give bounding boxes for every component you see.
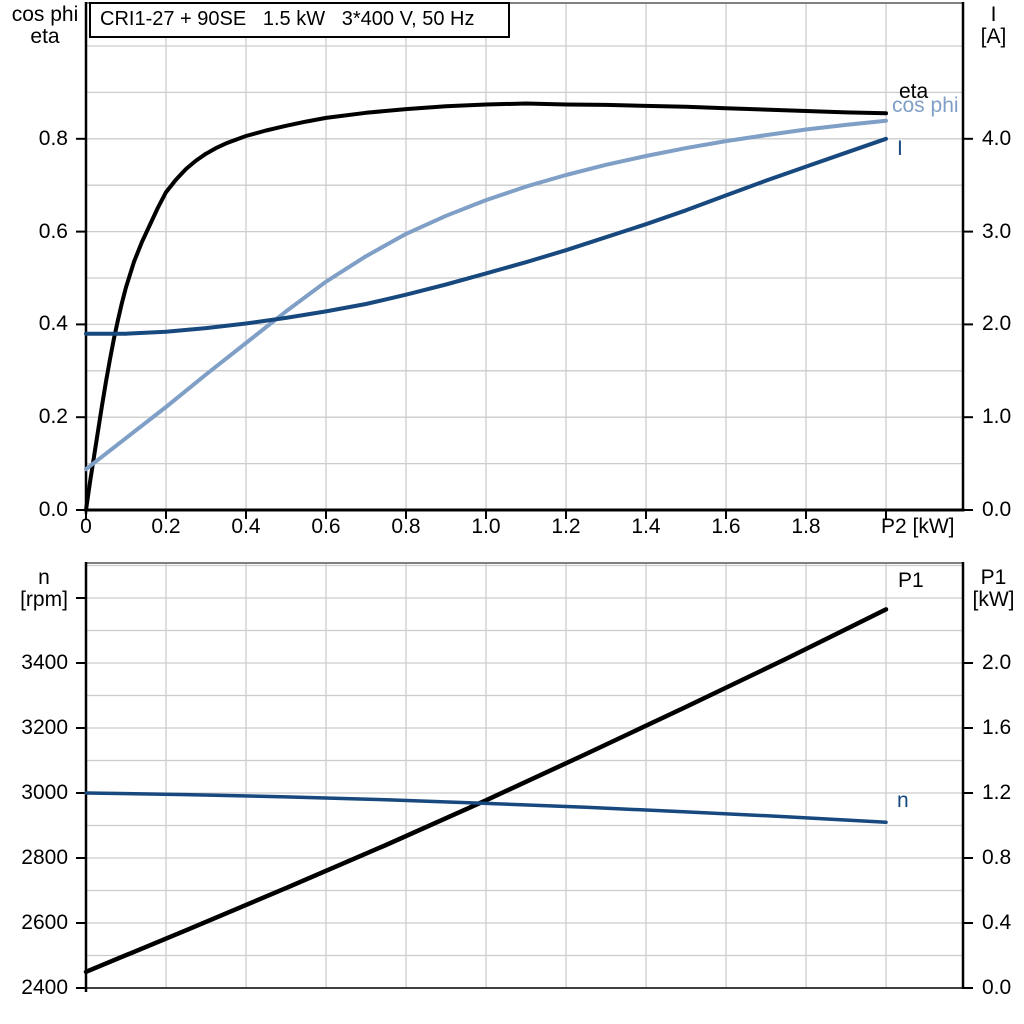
left-axis-tick-label: 0.8 (38, 126, 68, 150)
right-axis-tick-label: 0.0 (982, 498, 1012, 521)
curve-I (84, 136, 888, 336)
x-axis-tick-label: 1.4 (631, 515, 661, 538)
right-axis-tick-label: 1.2 (982, 781, 1012, 804)
x-axis-tick-label: 0.6 (311, 515, 341, 538)
left-axis-title-bottom-chart: n [rpm] (4, 567, 84, 611)
axis-title-speed: n (38, 566, 50, 589)
gridlines (86, 563, 963, 988)
axis-title-cos-phi: cos phi (11, 3, 79, 26)
series-label-current: I (897, 137, 903, 160)
x-axis-tick-label: 1.6 (711, 515, 741, 538)
left-axis-tick-label: 2600 (21, 911, 68, 934)
left-axis-title-top-chart: cos phi eta (6, 4, 84, 48)
x-axis-tick-label: 0.8 (391, 515, 421, 538)
tick-marks (76, 137, 973, 519)
axis-title-current: I (990, 3, 997, 26)
x-axis-tick-label: 1.2 (551, 515, 581, 538)
left-axis-tick-label: 0.6 (38, 219, 68, 243)
right-axis-tick-label: 0.4 (982, 911, 1012, 934)
axis-title-rpm-unit: [rpm] (20, 588, 68, 611)
left-axis-tick-label: 3200 (21, 716, 68, 739)
left-axis-tick-label: 0.4 (38, 312, 68, 336)
left-axis-tick-label: 0.0 (38, 498, 68, 521)
right-axis-tick-label: 1.6 (982, 716, 1012, 739)
x-axis-tick-label: 0.4 (231, 515, 261, 538)
left-axis-tick-label: 3000 (21, 781, 68, 804)
top-chart-graphics (76, 2, 973, 519)
axis-title-p1: P1 (980, 566, 1007, 589)
curve-n (84, 791, 888, 825)
x-axis-tick-label: 1.8 (791, 515, 821, 538)
right-axis-tick-label: 2.0 (982, 312, 1012, 336)
bottom-chart-graphics (76, 562, 973, 992)
right-axis-title-bottom-chart: P1 [kW] (963, 567, 1024, 611)
x-axis-label-p2: P2 [kW] (881, 515, 955, 538)
axis-title-eta: eta (30, 25, 60, 48)
right-axis-tick-label: 2.0 (982, 651, 1012, 674)
series-label-eta: eta (899, 80, 929, 103)
series-label-cos-phi: cos phi (892, 94, 959, 117)
axis-title-ampere-unit: [A] (980, 25, 1007, 48)
series-label-speed: n (897, 789, 909, 812)
right-axis-tick-label: 0.0 (982, 976, 1012, 999)
curve-eta (84, 101, 888, 512)
curve-cos-phi (84, 118, 888, 472)
axis-title-kw-unit: [kW] (972, 588, 1015, 611)
right-axis-title-top-chart: I [A] (963, 4, 1024, 48)
gridlines (86, 3, 963, 510)
left-axis-tick-label: 3400 (21, 651, 68, 674)
left-axis-tick-label: 2800 (21, 846, 68, 869)
x-axis-tick-label: 1.0 (471, 515, 501, 538)
tick-marks (76, 597, 973, 989)
x-axis-tick-label: 0 (80, 515, 92, 538)
right-axis-tick-label: 3.0 (982, 219, 1012, 243)
chart-title-box: CRI1-27 + 90SE 1.5 kW 3*400 V, 50 Hz (89, 2, 510, 38)
left-axis-tick-label: 0.2 (38, 405, 68, 429)
curve-P1 (83, 607, 889, 975)
right-axis-tick-label: 0.8 (982, 846, 1012, 869)
left-axis-tick-label: 2400 (21, 976, 68, 999)
x-axis-tick-label: 0.2 (151, 515, 181, 538)
right-axis-tick-label: 4.0 (982, 126, 1012, 150)
series-label-p1: P1 (898, 569, 924, 592)
right-axis-tick-label: 1.0 (982, 405, 1012, 429)
